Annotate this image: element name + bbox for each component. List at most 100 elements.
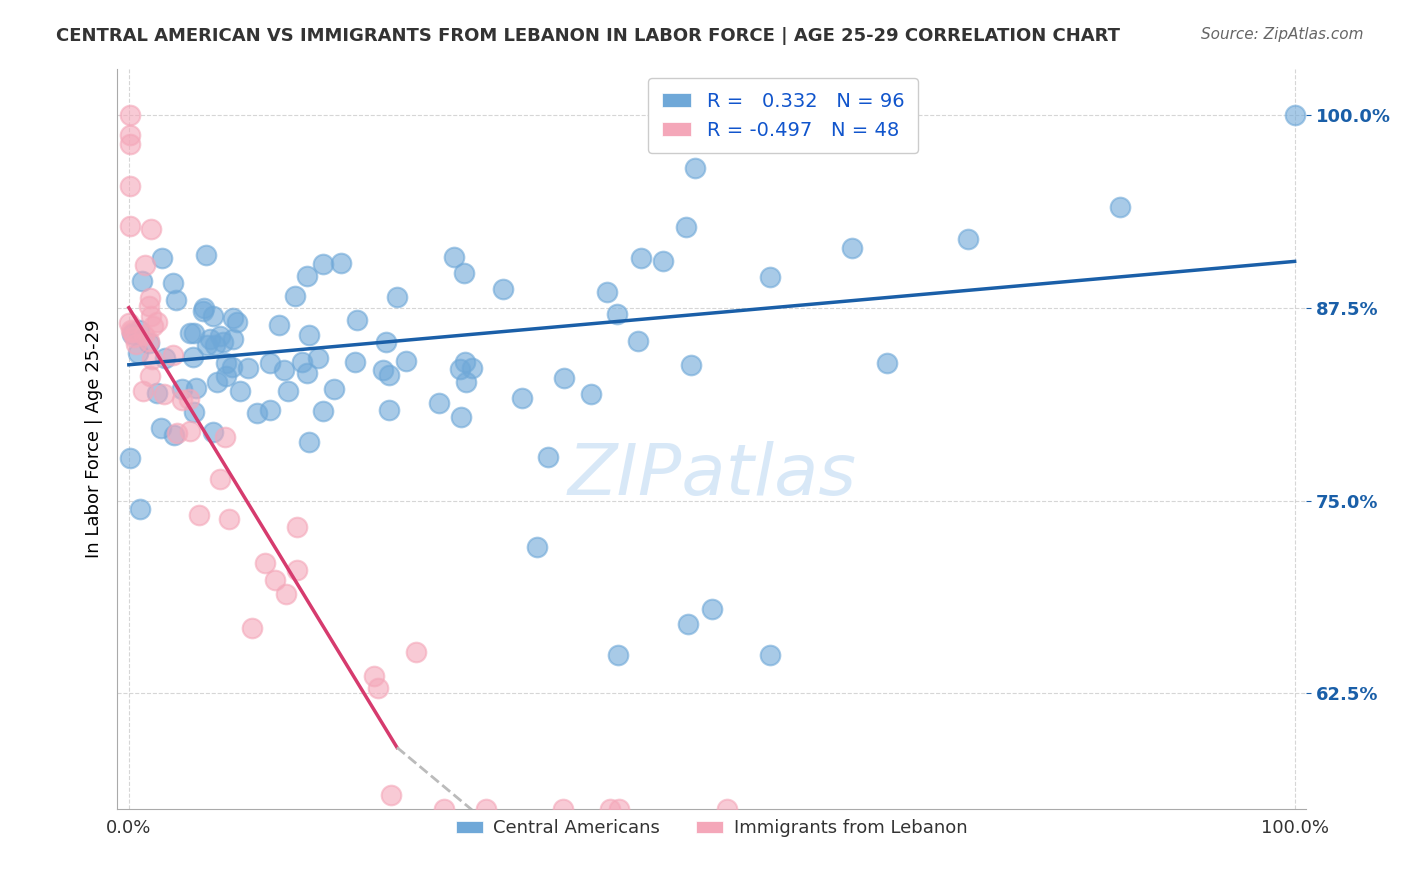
Point bbox=[443, 250, 465, 264]
Text: Source: ZipAtlas.com: Source: ZipAtlas.com bbox=[1201, 27, 1364, 42]
Point bbox=[311, 257, 333, 271]
Point bbox=[378, 368, 401, 382]
Point bbox=[162, 348, 184, 362]
Point bbox=[367, 681, 389, 695]
Text: ZIPatlas: ZIPatlas bbox=[567, 442, 856, 510]
Point bbox=[449, 361, 471, 376]
Point bbox=[450, 409, 472, 424]
Point bbox=[121, 325, 143, 339]
Point bbox=[222, 333, 245, 347]
Point bbox=[685, 161, 707, 175]
Point bbox=[170, 382, 193, 396]
Point bbox=[212, 334, 235, 349]
Point bbox=[607, 802, 630, 816]
Point bbox=[259, 402, 281, 417]
Point bbox=[118, 128, 141, 143]
Point bbox=[1284, 108, 1306, 122]
Point bbox=[581, 386, 603, 401]
Point bbox=[202, 310, 225, 324]
Point bbox=[295, 268, 318, 283]
Point bbox=[142, 318, 165, 333]
Point bbox=[221, 310, 243, 325]
Point bbox=[285, 563, 308, 577]
Point bbox=[295, 366, 318, 380]
Point bbox=[526, 540, 548, 554]
Point bbox=[627, 334, 650, 348]
Point bbox=[139, 222, 162, 236]
Point bbox=[537, 450, 560, 464]
Point bbox=[716, 802, 738, 816]
Point bbox=[276, 587, 298, 601]
Point bbox=[179, 326, 201, 341]
Point bbox=[453, 266, 475, 280]
Point bbox=[214, 430, 236, 444]
Point bbox=[149, 420, 172, 434]
Point bbox=[607, 648, 630, 662]
Point bbox=[122, 329, 145, 343]
Point bbox=[128, 323, 150, 337]
Point bbox=[373, 363, 395, 377]
Point bbox=[138, 291, 160, 305]
Point bbox=[145, 385, 167, 400]
Point bbox=[127, 346, 149, 360]
Point bbox=[346, 313, 368, 327]
Point bbox=[322, 382, 344, 396]
Point bbox=[131, 384, 153, 398]
Point bbox=[454, 355, 477, 369]
Point bbox=[162, 277, 184, 291]
Point bbox=[138, 334, 160, 348]
Point bbox=[120, 137, 142, 152]
Point bbox=[841, 241, 863, 255]
Point bbox=[215, 355, 238, 369]
Legend: Central Americans, Immigrants from Lebanon: Central Americans, Immigrants from Leban… bbox=[449, 812, 976, 845]
Point bbox=[179, 424, 201, 438]
Point bbox=[606, 307, 628, 321]
Point bbox=[204, 338, 226, 352]
Point bbox=[378, 402, 401, 417]
Point bbox=[184, 381, 207, 395]
Point bbox=[284, 289, 307, 303]
Point bbox=[170, 392, 193, 407]
Point bbox=[363, 668, 385, 682]
Point bbox=[120, 178, 142, 193]
Point bbox=[131, 274, 153, 288]
Point bbox=[198, 332, 221, 346]
Point bbox=[139, 368, 162, 383]
Point bbox=[229, 384, 252, 398]
Point bbox=[208, 472, 231, 486]
Point bbox=[208, 329, 231, 343]
Point bbox=[134, 258, 156, 272]
Point bbox=[454, 375, 477, 389]
Point bbox=[181, 350, 204, 364]
Point bbox=[298, 435, 321, 450]
Point bbox=[759, 269, 782, 284]
Point bbox=[194, 248, 217, 262]
Point bbox=[163, 427, 186, 442]
Point bbox=[165, 293, 187, 308]
Point bbox=[312, 404, 335, 418]
Point bbox=[264, 574, 287, 588]
Point bbox=[307, 351, 329, 365]
Point bbox=[118, 316, 141, 330]
Point bbox=[344, 355, 367, 369]
Point bbox=[675, 220, 697, 235]
Point bbox=[183, 326, 205, 340]
Point bbox=[183, 405, 205, 419]
Point bbox=[474, 802, 496, 816]
Point bbox=[141, 351, 163, 366]
Point bbox=[957, 232, 980, 246]
Point bbox=[759, 648, 782, 662]
Point bbox=[240, 621, 263, 635]
Point bbox=[155, 351, 177, 366]
Point bbox=[125, 336, 148, 351]
Point bbox=[166, 426, 188, 441]
Point bbox=[215, 369, 238, 384]
Point bbox=[277, 384, 299, 398]
Point bbox=[630, 251, 652, 265]
Point bbox=[120, 108, 142, 122]
Point bbox=[132, 328, 155, 343]
Point bbox=[118, 450, 141, 465]
Point bbox=[139, 309, 162, 323]
Point bbox=[202, 425, 225, 440]
Point bbox=[187, 508, 209, 523]
